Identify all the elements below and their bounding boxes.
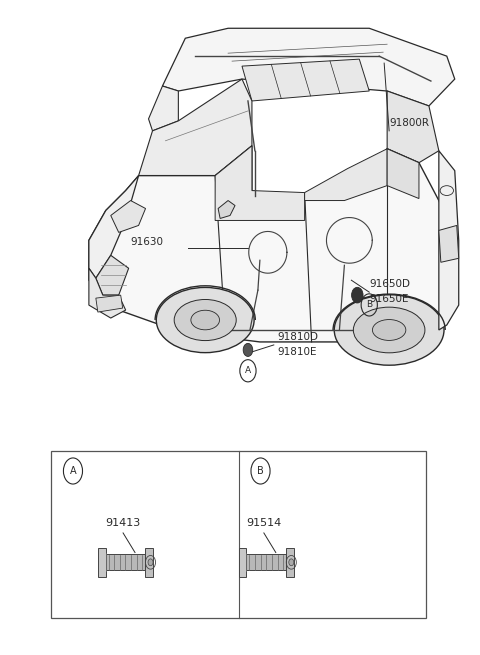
Polygon shape (89, 146, 455, 342)
Text: 91514: 91514 (246, 518, 281, 529)
Polygon shape (218, 200, 235, 219)
Polygon shape (106, 555, 145, 570)
Text: B: B (366, 301, 372, 309)
Polygon shape (239, 548, 247, 577)
Polygon shape (247, 555, 286, 570)
Text: 91810E: 91810E (278, 347, 317, 357)
Circle shape (148, 559, 153, 566)
Polygon shape (439, 225, 459, 262)
Text: 91800R: 91800R (389, 118, 429, 128)
Polygon shape (98, 548, 106, 577)
Polygon shape (145, 548, 153, 577)
Text: 91413: 91413 (106, 518, 141, 529)
Polygon shape (286, 548, 294, 577)
Polygon shape (96, 255, 129, 295)
Text: 91650E: 91650E (369, 294, 409, 304)
Polygon shape (89, 176, 139, 278)
Polygon shape (439, 151, 459, 330)
Polygon shape (242, 59, 369, 101)
Ellipse shape (353, 307, 425, 353)
Text: 91650D: 91650D (369, 279, 410, 289)
Text: 91630: 91630 (131, 237, 164, 248)
Polygon shape (215, 146, 305, 221)
Polygon shape (89, 269, 126, 318)
Polygon shape (96, 295, 123, 312)
Bar (51, 451, 426, 618)
Polygon shape (387, 91, 439, 162)
Polygon shape (305, 149, 387, 200)
Text: B: B (257, 466, 264, 476)
Text: A: A (70, 466, 76, 476)
Ellipse shape (174, 299, 236, 341)
Ellipse shape (156, 288, 254, 352)
Circle shape (243, 343, 253, 356)
Polygon shape (111, 200, 145, 233)
Polygon shape (162, 28, 455, 106)
Circle shape (351, 288, 363, 303)
Ellipse shape (334, 295, 444, 365)
Polygon shape (148, 86, 179, 131)
Polygon shape (387, 149, 419, 198)
Polygon shape (139, 79, 252, 196)
Circle shape (289, 559, 294, 566)
Ellipse shape (191, 310, 219, 330)
Text: A: A (245, 366, 251, 375)
Text: 91810D: 91810D (278, 332, 319, 342)
Ellipse shape (372, 320, 406, 341)
